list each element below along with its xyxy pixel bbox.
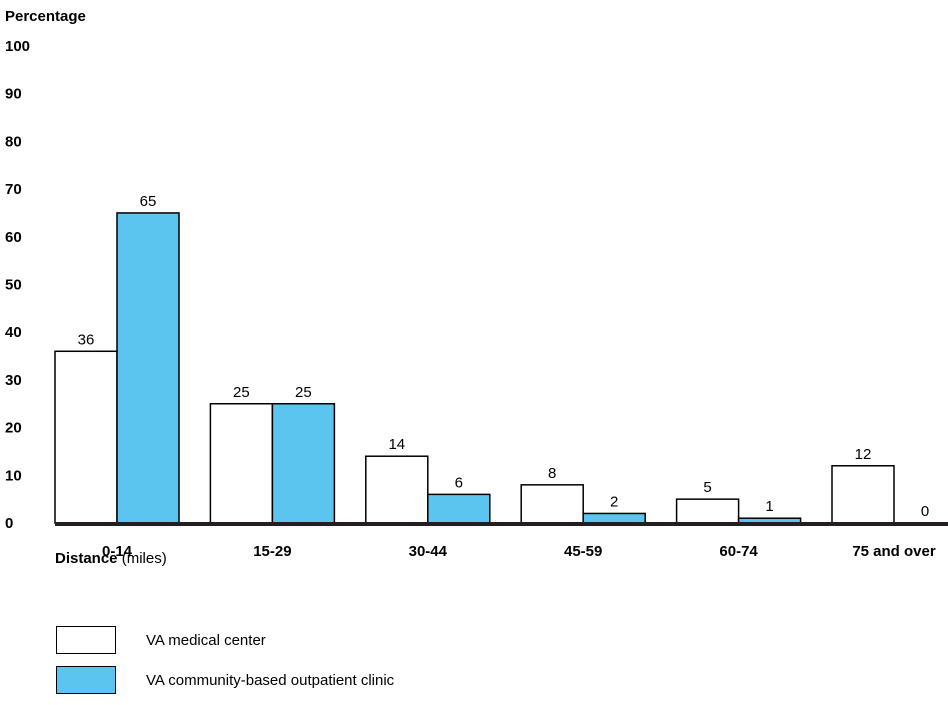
data-label: 5 [703,479,711,496]
data-label: 25 [233,384,250,401]
x-tick-label: 75 and over [852,543,936,560]
data-label: 2 [610,493,618,510]
bar [520,484,584,524]
legend-item-outpatient-clinic: VA community-based outpatient clinic [56,665,394,695]
legend-swatch-outpatient-clinic [56,666,116,694]
bar [427,493,491,524]
y-tick-label: 80 [5,133,22,150]
y-tick-label: 10 [5,467,22,484]
y-tick-label: 90 [5,86,22,103]
data-label: 1 [765,498,773,515]
data-label: 25 [295,384,312,401]
bar [675,498,740,524]
data-label: 14 [388,436,405,453]
y-tick-label: 40 [5,324,22,341]
data-label: 6 [455,474,463,491]
y-tick-label: 50 [5,277,22,294]
data-label: 0 [921,503,929,520]
x-tick-label: 30-44 [409,543,448,560]
bar [54,350,118,524]
data-label: 12 [855,446,872,463]
legend-label-outpatient-clinic: VA community-based outpatient clinic [146,671,395,689]
legend-swatch-medical-center [56,626,116,654]
y-tick-label: 20 [5,420,22,437]
legend: VA medical center VA community-based out… [56,625,394,705]
bar [271,403,336,524]
y-tick-label: 30 [5,372,22,389]
x-axis-title: Distance (miles) [55,550,167,567]
data-label: 65 [140,193,157,210]
bar [365,455,429,524]
x-tick-label: 15-29 [253,543,291,560]
x-tick-labels: 0-14 15-29 30-44 45-59 60-74 75 and over [102,543,936,560]
x-axis-title-main: Distance [55,550,118,567]
y-tick-label: 0 [5,515,13,532]
data-label: 36 [78,331,95,348]
bar [116,212,180,524]
legend-label-medical-center: VA medical center [146,631,266,649]
x-tick-label: 45-59 [564,543,602,560]
x-tick-label: 0-14 [102,543,133,560]
bar [831,465,895,524]
x-tick-label: 60-74 [719,543,758,560]
y-tick-label: 70 [5,181,22,198]
legend-item-medical-center: VA medical center [56,625,394,655]
y-tick-label: 100 [5,38,30,55]
bar [209,403,274,524]
bar [582,512,646,524]
data-label: 8 [548,465,556,482]
x-axis-title-unit: (miles) [121,550,167,567]
y-axis-title: Percentage [5,8,86,25]
y-tick-label: 60 [5,229,22,246]
